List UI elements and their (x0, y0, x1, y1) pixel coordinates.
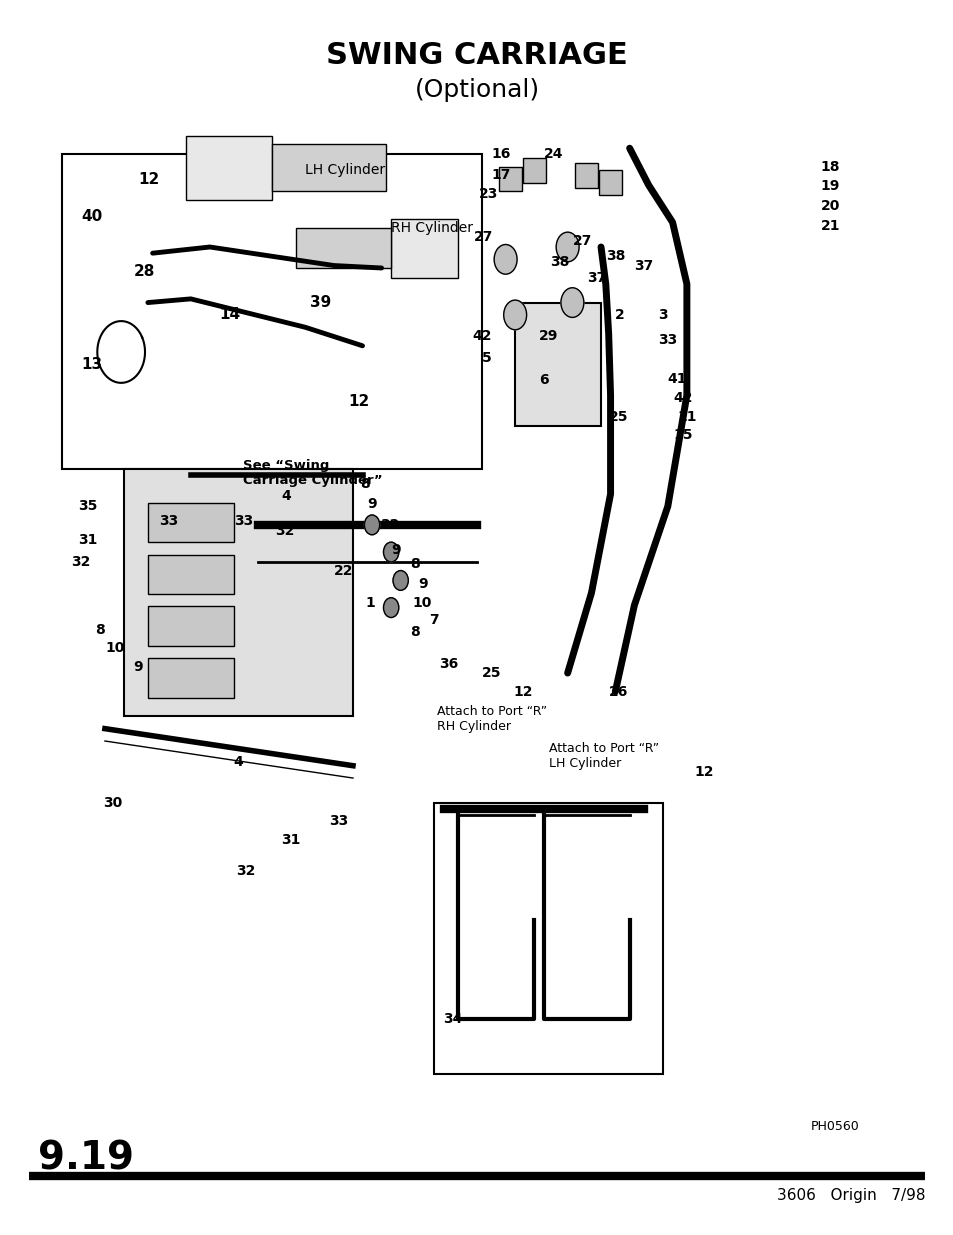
Text: 3606   Origin   7/98: 3606 Origin 7/98 (776, 1188, 924, 1203)
Circle shape (383, 542, 398, 562)
Text: 33: 33 (658, 332, 677, 347)
Text: 42: 42 (472, 329, 491, 343)
Text: 23: 23 (478, 186, 497, 201)
Text: 24: 24 (543, 147, 562, 162)
Text: 9: 9 (133, 659, 143, 674)
Circle shape (556, 232, 578, 262)
Text: 9: 9 (391, 542, 400, 557)
Text: 17: 17 (491, 168, 510, 183)
Text: 28: 28 (133, 264, 154, 279)
Bar (598, 170, 621, 195)
Text: 29: 29 (538, 329, 558, 343)
Text: 39: 39 (310, 295, 331, 310)
Text: 16: 16 (491, 147, 510, 162)
Text: 32: 32 (274, 524, 294, 538)
Text: 41: 41 (667, 372, 686, 387)
Text: 33: 33 (329, 814, 348, 829)
Text: 8: 8 (95, 622, 105, 637)
Text: 7: 7 (429, 613, 438, 627)
Text: 10: 10 (412, 595, 431, 610)
Text: 32: 32 (236, 863, 255, 878)
Text: 3: 3 (658, 308, 667, 322)
Text: 37: 37 (634, 258, 653, 273)
Text: 27: 27 (474, 230, 493, 245)
Text: 9.19: 9.19 (38, 1140, 134, 1177)
Text: LH Cylinder: LH Cylinder (305, 163, 385, 178)
Text: SWING CARRIAGE: SWING CARRIAGE (326, 41, 627, 70)
Text: RH Cylinder: RH Cylinder (391, 221, 473, 236)
FancyBboxPatch shape (515, 303, 600, 426)
Text: 4: 4 (233, 755, 243, 769)
Text: 30: 30 (103, 795, 122, 810)
Text: 12: 12 (513, 684, 532, 699)
Bar (434, 803, 662, 1074)
Text: 31: 31 (281, 832, 300, 847)
Text: 33: 33 (159, 514, 178, 529)
Circle shape (383, 598, 398, 618)
Text: 12: 12 (694, 764, 713, 779)
Text: 21: 21 (820, 219, 839, 233)
Text: 25: 25 (608, 410, 627, 425)
Text: 18: 18 (820, 159, 839, 174)
Text: 26: 26 (608, 684, 627, 699)
Text: 20: 20 (820, 199, 839, 214)
FancyBboxPatch shape (272, 144, 386, 191)
Text: 40: 40 (81, 209, 102, 224)
Text: PH0560: PH0560 (810, 1120, 859, 1132)
FancyBboxPatch shape (186, 136, 272, 200)
Bar (62, 154, 481, 469)
Text: 8: 8 (410, 557, 419, 572)
Text: 36: 36 (438, 657, 457, 672)
Circle shape (364, 515, 379, 535)
Text: Attach to Port “R”
RH Cylinder: Attach to Port “R” RH Cylinder (436, 705, 546, 732)
Text: 4: 4 (281, 489, 291, 504)
Text: 38: 38 (550, 254, 569, 269)
Bar (148, 503, 233, 542)
Text: 34: 34 (443, 1011, 462, 1026)
FancyBboxPatch shape (124, 469, 353, 716)
Circle shape (503, 300, 526, 330)
Bar (522, 158, 545, 183)
Bar (148, 555, 233, 594)
FancyBboxPatch shape (391, 219, 457, 278)
Text: 9: 9 (417, 577, 427, 592)
Text: 12: 12 (348, 394, 369, 409)
Text: 13: 13 (81, 357, 102, 372)
Bar (498, 167, 521, 191)
Text: 6: 6 (538, 373, 548, 388)
Text: 14: 14 (219, 308, 240, 322)
Bar (148, 658, 233, 698)
Text: 32: 32 (379, 517, 398, 532)
Circle shape (393, 571, 408, 590)
Text: 5: 5 (481, 351, 491, 366)
Text: 8: 8 (410, 625, 419, 640)
FancyBboxPatch shape (295, 228, 391, 268)
Text: 42: 42 (673, 390, 692, 405)
Text: 22: 22 (334, 563, 353, 578)
Text: 12: 12 (138, 172, 159, 186)
Circle shape (494, 245, 517, 274)
Text: 27: 27 (572, 233, 591, 248)
Text: (Optional): (Optional) (414, 78, 539, 103)
Text: 25: 25 (481, 666, 500, 680)
Bar (575, 163, 598, 188)
Bar (148, 606, 233, 646)
Text: 11: 11 (677, 410, 696, 425)
Text: 2: 2 (615, 308, 624, 322)
Text: 33: 33 (233, 514, 253, 529)
Text: Attach to Port “R”
LH Cylinder: Attach to Port “R” LH Cylinder (548, 742, 658, 769)
Text: 35: 35 (78, 499, 97, 514)
Text: 8: 8 (360, 477, 370, 492)
Text: 1: 1 (365, 595, 375, 610)
Text: 37: 37 (586, 270, 605, 285)
Text: See “Swing
Carriage Cylinder”: See “Swing Carriage Cylinder” (243, 459, 382, 487)
Text: 9: 9 (367, 496, 376, 511)
Text: 15: 15 (673, 427, 692, 442)
Text: 19: 19 (820, 179, 839, 194)
Text: 31: 31 (78, 532, 97, 547)
Text: 32: 32 (71, 555, 91, 569)
Text: 38: 38 (605, 248, 624, 263)
Text: 10: 10 (105, 641, 124, 656)
Circle shape (560, 288, 583, 317)
